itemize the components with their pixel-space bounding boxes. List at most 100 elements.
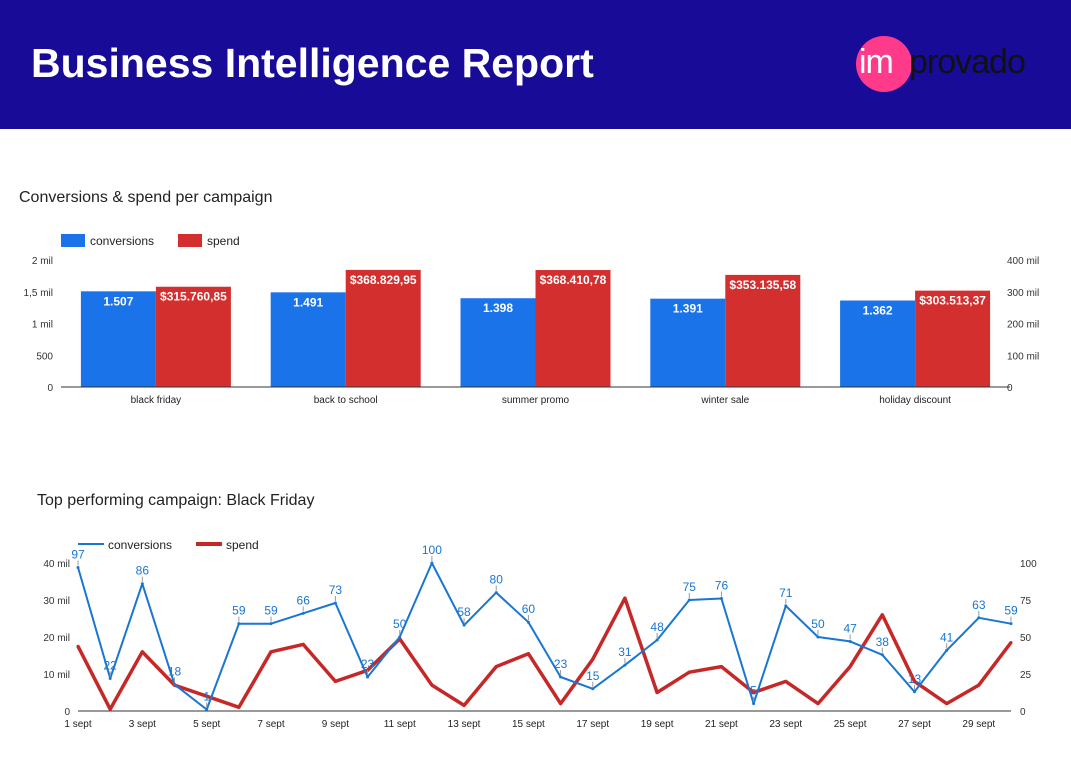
conversions-point: [687, 598, 691, 602]
conversions-point: [269, 622, 273, 626]
y-right-tick-label: 100: [1020, 559, 1037, 570]
x-tick-label: back to school: [314, 395, 378, 406]
conversions-point: [237, 622, 241, 626]
spend-point: [269, 650, 273, 654]
conversions-data-label: 48: [650, 620, 664, 634]
x-tick-label: 13 sept: [448, 719, 481, 730]
conversions-point: [430, 561, 434, 565]
bar-spend: [725, 274, 801, 387]
legend-swatch-spend: [178, 234, 202, 247]
conversions-point: [76, 565, 80, 569]
y-right-tick-label: 25: [1020, 670, 1032, 681]
conversions-point: [752, 702, 756, 706]
bar-data-label-conversions: 1.507: [103, 294, 133, 308]
y-left-tick-label: 500: [36, 351, 53, 362]
conversions-point: [655, 638, 659, 642]
spend-point: [591, 657, 595, 661]
conversions-point: [559, 675, 563, 679]
bar-data-label-spend: $303.513,37: [919, 294, 986, 308]
bar-conversions: [80, 291, 156, 387]
spend-point: [494, 665, 498, 669]
bar-chart-title: Conversions & spend per campaign: [19, 189, 273, 206]
conversions-data-label: 86: [136, 564, 150, 578]
conversions-point: [366, 675, 370, 679]
y-right-tick-label: 50: [1020, 633, 1032, 644]
bar-spend: [345, 269, 421, 387]
conversions-data-label: 22: [103, 658, 117, 672]
y-right-tick-label: 100 mil: [1007, 351, 1039, 362]
conversions-data-label: 59: [232, 604, 246, 618]
conversions-point: [848, 639, 852, 643]
conversions-data-label: 1: [203, 690, 210, 704]
spend-point: [559, 702, 563, 706]
spend-point: [333, 679, 337, 683]
x-tick-label: 1 sept: [64, 719, 91, 730]
y-left-tick-label: 30 mil: [43, 596, 70, 607]
spend-point: [816, 702, 820, 706]
legend-label-conversions: conversions: [108, 538, 172, 552]
bar-spend: [535, 270, 611, 387]
y-left-tick-label: 0: [47, 383, 53, 394]
spend-point: [430, 683, 434, 687]
conversions-point: [333, 601, 337, 605]
x-tick-label: 5 sept: [193, 719, 220, 730]
spend-line: [76, 596, 1013, 711]
y-left-tick-label: 10 mil: [43, 670, 70, 681]
spend-point: [237, 705, 241, 709]
conversions-data-label: 59: [1004, 604, 1018, 618]
conversions-point: [977, 616, 981, 620]
conversions-point: [398, 635, 402, 639]
y-left-tick-label: 1 mil: [32, 320, 53, 331]
conversions-data-label: 5: [750, 684, 757, 698]
bar-spend: [915, 290, 991, 387]
bar-conversions: [460, 298, 536, 387]
spend-point: [140, 650, 144, 654]
conversions-point: [591, 687, 595, 691]
conversions-data-label: 97: [71, 547, 85, 561]
conversions-data-label: 47: [843, 621, 857, 635]
x-tick-label: black friday: [131, 395, 182, 406]
y-left-tick-label: 2 mil: [32, 256, 53, 267]
x-tick-label: 7 sept: [257, 719, 284, 730]
spend-point: [752, 691, 756, 694]
bar-data-label-conversions: 1.491: [293, 295, 323, 309]
conversions-point: [301, 611, 305, 615]
y-left-tick-label: 1,5 mil: [24, 288, 53, 299]
line-chart-title: Top performing campaign: Black Friday: [37, 492, 315, 509]
bar-data-label-spend: $353.135,58: [729, 278, 796, 292]
conversions-data-label: 38: [876, 635, 890, 649]
x-tick-label: summer promo: [502, 395, 570, 406]
spend-point: [76, 644, 80, 648]
x-tick-label: 11 sept: [384, 719, 416, 730]
y-left-tick-label: 20 mil: [43, 633, 70, 644]
conversions-data-label: 23: [361, 657, 375, 671]
report-header: Business Intelligence Report im provado: [0, 0, 1071, 129]
y-right-tick-label: 75: [1020, 596, 1032, 607]
conversions-data-label: 80: [490, 573, 504, 587]
y-right-tick-label: 0: [1020, 707, 1026, 718]
conversions-point: [140, 582, 144, 586]
spend-point: [655, 691, 659, 694]
bar-conversions: [270, 292, 346, 387]
conversions-point: [1009, 622, 1013, 626]
spend-point: [848, 665, 852, 669]
spend-point: [301, 642, 305, 646]
x-tick-label: 29 sept: [962, 719, 995, 730]
x-tick-label: winter sale: [700, 395, 749, 406]
conversions-data-label: 58: [457, 605, 471, 619]
bar-data-label-spend: $368.410,78: [540, 273, 607, 287]
spend-point: [977, 683, 981, 687]
y-right-tick-label: 300 mil: [1007, 288, 1039, 299]
spend-point: [784, 679, 788, 683]
x-tick-label: 17 sept: [576, 719, 609, 730]
conversions-data-label: 75: [683, 580, 697, 594]
bar-data-label-conversions: 1.398: [483, 301, 513, 315]
x-tick-label: 9 sept: [322, 719, 349, 730]
bar-data-label-conversions: 1.391: [673, 302, 703, 316]
conversions-point: [205, 708, 209, 712]
legend-label-spend: spend: [226, 538, 259, 552]
x-tick-label: 27 sept: [898, 719, 931, 730]
spend-point: [526, 652, 530, 656]
conversions-data-label: 66: [297, 593, 311, 607]
legend-label-spend: spend: [207, 234, 240, 248]
